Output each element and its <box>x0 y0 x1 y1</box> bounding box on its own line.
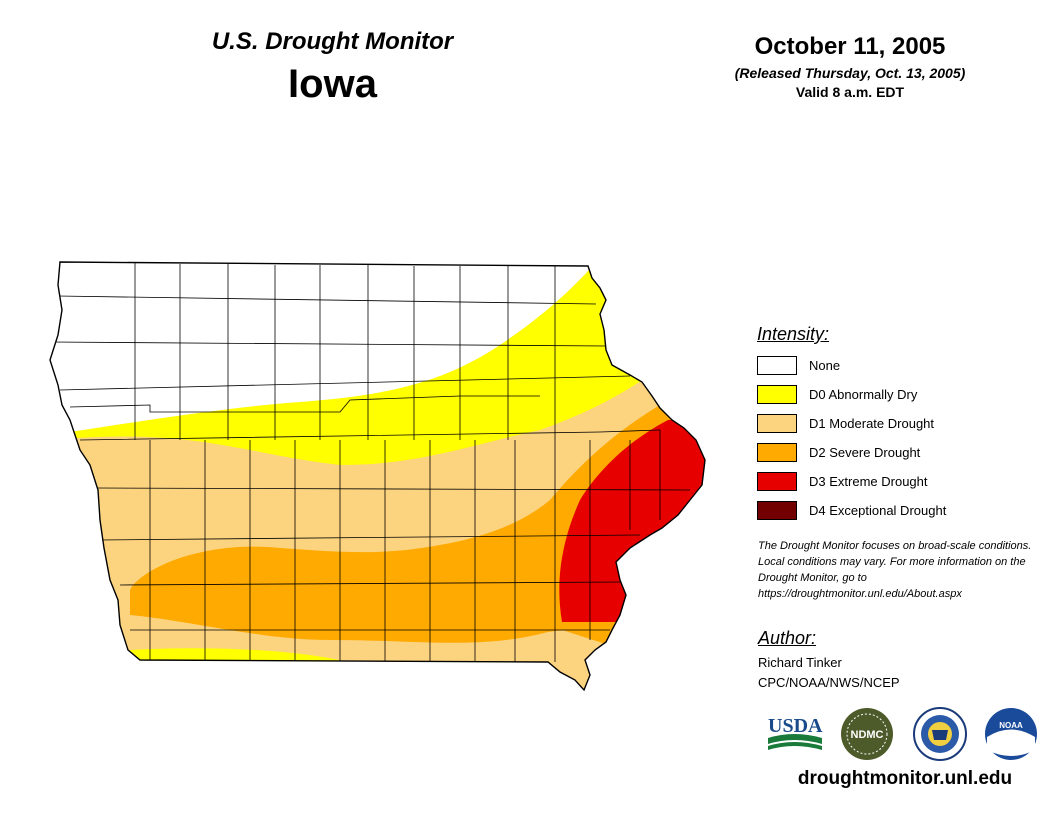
ndmc-logo-text: NDMC <box>851 729 884 741</box>
legend-swatch-d0 <box>757 385 797 404</box>
legend-item-none: None <box>757 351 1047 380</box>
agency-logos: USDA NDMC NOAA <box>768 707 1037 761</box>
legend-item-d3: D3 Extreme Drought <box>757 467 1047 496</box>
legend-label-d4: D4 Exceptional Drought <box>809 503 947 518</box>
legend-label-none: None <box>809 358 841 373</box>
legend-heading: Intensity: <box>757 324 830 344</box>
website-link[interactable]: droughtmonitor.unl.edu <box>797 768 1013 789</box>
state-title: Iowa <box>288 62 377 106</box>
county-lines <box>51 262 691 662</box>
map-date: October 11, 2005 <box>754 33 946 60</box>
legend-item-d2: D2 Severe Drought <box>757 438 1047 467</box>
legend-swatch-d2 <box>757 443 797 462</box>
release-date: (Released Thursday, Oct. 13, 2005) <box>734 65 966 81</box>
header-right: October 11, 2005 (Released Thursday, Oct… <box>700 33 1000 100</box>
legend-item-d4: D4 Exceptional Drought <box>757 496 1047 525</box>
legend-item-d0: D0 Abnormally Dry <box>757 380 1047 409</box>
legend-item-d1: D1 Moderate Drought <box>757 409 1047 438</box>
legend-swatch-none <box>757 356 797 375</box>
drought-areas <box>50 262 705 690</box>
legend-items: None D0 Abnormally Dry D1 Moderate Droug… <box>757 351 1047 525</box>
noaa-logo-text: NOAA <box>999 721 1023 730</box>
iowa-state-border <box>49 261 706 692</box>
noaa-logo: NOAA <box>985 708 1037 760</box>
legend-label-d3: D3 Extreme Drought <box>809 474 928 489</box>
legend-swatch-d4 <box>757 501 797 520</box>
iowa-drought-map <box>49 261 706 692</box>
monitor-title: U.S. Drought Monitor <box>211 28 454 55</box>
legend-label-d0: D0 Abnormally Dry <box>809 387 918 402</box>
author-heading: Author: <box>758 628 817 648</box>
author-name: Richard Tinker <box>758 655 842 670</box>
ndmc-logo: NDMC <box>841 708 893 760</box>
disclaimer-note: The Drought Monitor focuses on broad-sca… <box>758 540 1032 600</box>
header-left: U.S. Drought Monitor Iowa <box>150 28 515 107</box>
legend-swatch-d1 <box>757 414 797 433</box>
legend: Intensity: None D0 Abnormally Dry D1 Mod… <box>757 324 1047 525</box>
usda-logo: USDA <box>768 715 823 750</box>
legend-label-d1: D1 Moderate Drought <box>809 416 935 431</box>
legend-label-d2: D2 Severe Drought <box>809 445 921 460</box>
usda-logo-text: USDA <box>768 715 823 737</box>
legend-swatch-d3 <box>757 472 797 491</box>
valid-time: Valid 8 a.m. EDT <box>795 84 905 100</box>
commerce-seal <box>913 707 967 761</box>
author-block: Author: Richard Tinker CPC/NOAA/NWS/NCEP <box>758 628 1048 693</box>
author-org: CPC/NOAA/NWS/NCEP <box>758 675 900 690</box>
